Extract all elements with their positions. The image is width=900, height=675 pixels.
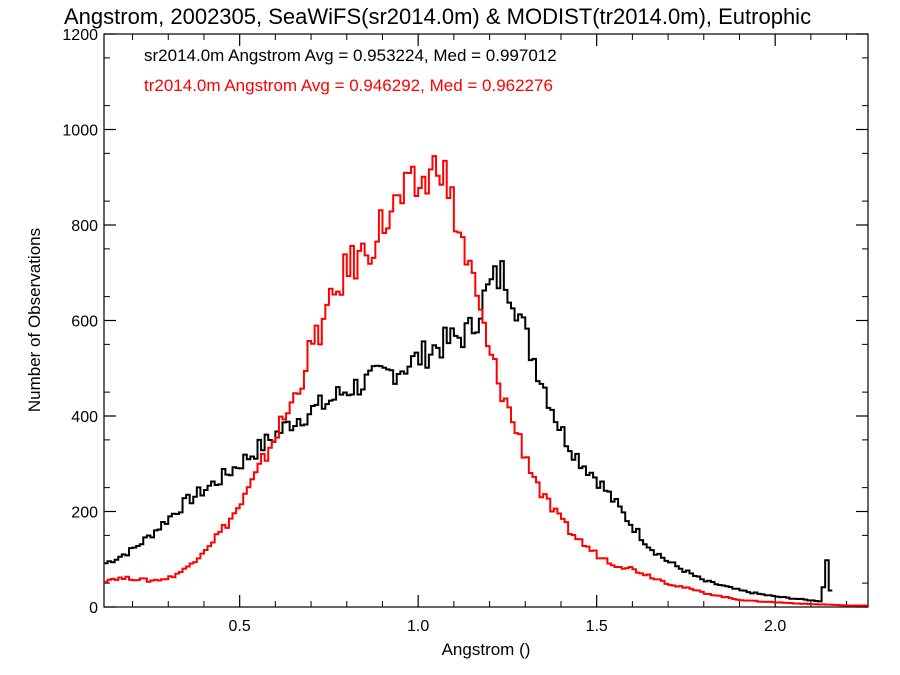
- y-tick-label: 600: [71, 314, 98, 331]
- series-line-sr2014.0m: [104, 260, 833, 603]
- x-tick-label: 1.0: [407, 618, 429, 635]
- series-group: [104, 155, 868, 607]
- y-tick-label: 1000: [62, 123, 98, 140]
- y-tick-label: 1200: [62, 27, 98, 44]
- legend-entry: sr2014.0m Angstrom Avg = 0.953224, Med =…: [144, 46, 557, 65]
- x-tick-label: 1.5: [586, 618, 608, 635]
- x-axis: 0.5 1.0 1.5 2.0: [132, 34, 848, 635]
- chart-title: Angstrom, 2002305, SeaWiFS(sr2014.0m) & …: [64, 4, 811, 29]
- x-axis-label: Angstrom (): [442, 640, 531, 659]
- series-line-tr2014.0m: [104, 155, 868, 607]
- plot-frame: [103, 33, 869, 608]
- legend-entry: tr2014.0m Angstrom Avg = 0.946292, Med =…: [144, 76, 553, 95]
- x-tick-label: 2.0: [764, 618, 786, 635]
- y-tick-label: 400: [71, 409, 98, 426]
- y-axis-label: Number of Observations: [25, 228, 44, 412]
- y-tick-label: 800: [71, 218, 98, 235]
- y-axis: 0 200 400 600 800 1000 1200: [62, 27, 868, 617]
- y-tick-label: 200: [71, 505, 98, 522]
- y-tick-label: 0: [89, 600, 98, 617]
- legend: sr2014.0m Angstrom Avg = 0.953224, Med =…: [144, 46, 557, 95]
- x-tick-label: 0.5: [229, 618, 251, 635]
